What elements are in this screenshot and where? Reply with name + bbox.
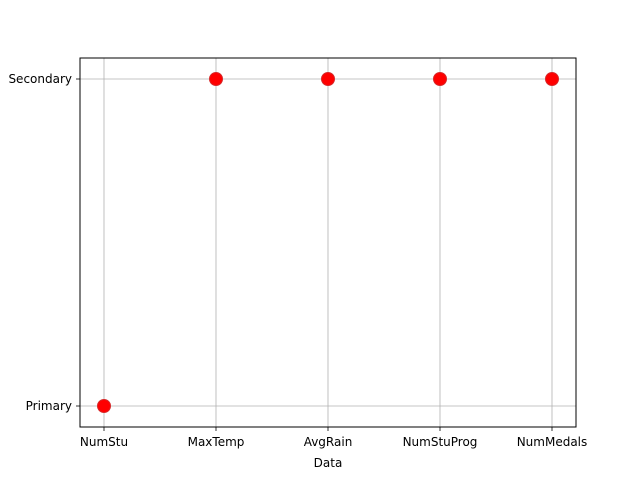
x-tick-label: AvgRain	[304, 435, 353, 449]
y-tick-label: Secondary	[8, 72, 72, 86]
axis-ticks: NumStu MaxTemp AvgRain NumStuProg NumMedals P…	[8, 72, 587, 449]
y-tick-label: Primary	[26, 399, 72, 413]
data-point	[97, 399, 111, 413]
data-point	[321, 72, 335, 86]
x-tick-label: NumStuProg	[403, 435, 478, 449]
data-point	[545, 72, 559, 86]
data-points	[97, 72, 559, 413]
data-point	[433, 72, 447, 86]
x-tick-label: NumMedals	[517, 435, 588, 449]
data-point	[209, 72, 223, 86]
x-axis-title: Data	[314, 456, 343, 470]
x-tick-label: NumStu	[80, 435, 128, 449]
x-tick-label: MaxTemp	[188, 435, 245, 449]
